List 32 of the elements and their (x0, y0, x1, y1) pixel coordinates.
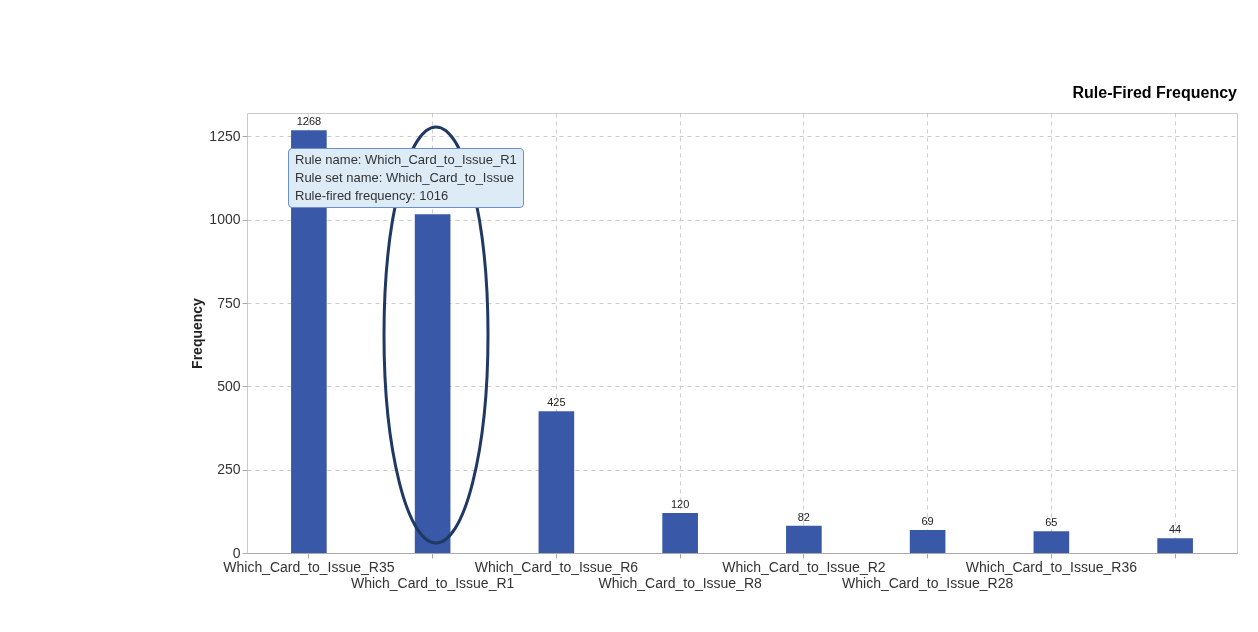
bar (538, 411, 575, 553)
data-label: 44 (1169, 523, 1182, 536)
x-tick-label: Which_Card_to_Issue_R1 (350, 574, 515, 591)
y-axis-title: Frequency (189, 297, 206, 369)
x-tick-label: Which_Card_to_Issue_R8 (598, 574, 763, 591)
y-tick-label: 1250 (209, 127, 241, 144)
x-tick-label: Which_Card_to_Issue_R6 (474, 558, 639, 575)
y-tick-label: 1000 (209, 211, 241, 228)
x-tick-label: Which_Card_to_Issue_R36 (965, 558, 1138, 575)
bar (414, 214, 451, 553)
bar (786, 525, 822, 553)
x-tick-label: Which_Card_to_Issue_R28 (842, 574, 1014, 591)
y-tick-label: 750 (217, 294, 241, 311)
data-label: 120 (670, 498, 690, 510)
annotation: Rule set name: Which_Card_to_Issue (295, 169, 515, 187)
data-label: 69 (921, 515, 934, 527)
data-label: 1268 (296, 115, 322, 128)
data-label: 425 (547, 396, 566, 409)
x-tick-label: Which_Card_to_Issue_R35 (223, 558, 395, 575)
bar (1157, 538, 1193, 553)
bar (662, 513, 698, 553)
bar (1033, 531, 1070, 553)
data-label: 82 (797, 510, 810, 523)
y-tick-label: 0 (232, 544, 241, 561)
data-label: 65 (1045, 516, 1058, 529)
annotation: Rule name: Which_Card_to_Issue_R1 (295, 151, 517, 169)
y-tick-label: 500 (217, 377, 241, 394)
y-tick-label: 250 (217, 461, 241, 478)
x-tick-label: Which_Card_to_Issue_R2 (722, 558, 886, 575)
annotation: Rule-fired frequency: 1016 (295, 187, 450, 205)
bar (909, 530, 946, 553)
chart-title: Rule-Fired Frequency (1072, 84, 1238, 101)
